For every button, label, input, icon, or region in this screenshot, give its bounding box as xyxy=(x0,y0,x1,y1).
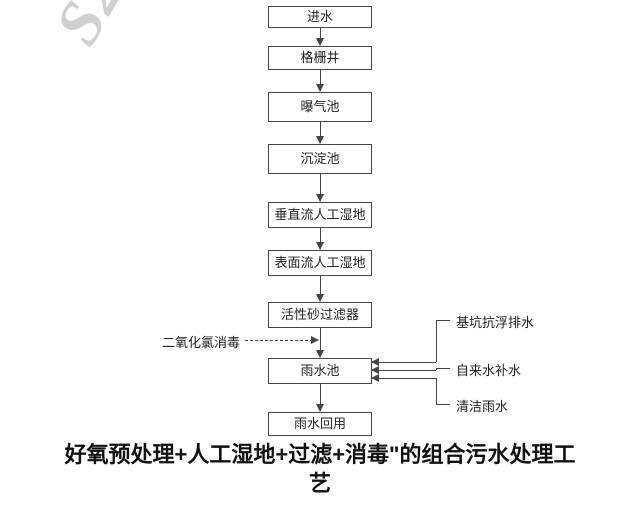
arrow-down xyxy=(320,122,321,143)
right-input-vline-0 xyxy=(436,320,437,362)
right-input-hline-1 xyxy=(436,368,450,369)
caption-title: 好氧预处理+人工湿地+过滤+消毒"的组合污水处理工艺 xyxy=(0,440,640,499)
right-input-arrow-0 xyxy=(372,362,436,363)
flow-node-n4: 垂直流人工湿地 xyxy=(268,202,372,228)
flow-node-n0: 进水 xyxy=(268,6,372,28)
flow-node-n1: 格栅井 xyxy=(268,46,372,70)
right-input-hline-2 xyxy=(436,404,450,405)
arrow-down xyxy=(320,70,321,91)
arrow-down xyxy=(320,174,321,201)
right-input-vline-1 xyxy=(436,368,437,370)
right-input-arrow-2 xyxy=(372,378,436,379)
flow-node-n6: 活性砂过滤器 xyxy=(268,302,372,328)
arrow-down xyxy=(320,328,321,357)
arrow-down xyxy=(320,384,321,411)
arrow-down xyxy=(320,228,321,249)
right-input-vline-2 xyxy=(436,378,437,404)
right-input-label-2: 清洁雨水 xyxy=(456,396,508,415)
arrow-down xyxy=(320,28,321,45)
right-input-label-0: 基坑抗浮排水 xyxy=(456,312,534,331)
flowchart: 进水格栅井曝气池沉淀池垂直流人工湿地表面流人工湿地活性砂过滤器雨水池雨水回用 二氧… xyxy=(0,0,640,460)
right-input-arrow-1 xyxy=(372,370,436,371)
flow-node-n7: 雨水池 xyxy=(268,358,372,384)
left-input-arrow xyxy=(245,340,318,341)
left-input-label: 二氧化氯消毒 xyxy=(162,332,240,351)
right-input-hline-0 xyxy=(436,320,450,321)
arrow-down xyxy=(320,276,321,301)
flow-node-n2: 曝气池 xyxy=(268,92,372,122)
flow-node-n8: 雨水回用 xyxy=(268,412,372,436)
right-input-label-1: 自来水补水 xyxy=(456,360,521,379)
flow-node-n5: 表面流人工湿地 xyxy=(268,250,372,276)
flow-node-n3: 沉淀池 xyxy=(268,144,372,174)
